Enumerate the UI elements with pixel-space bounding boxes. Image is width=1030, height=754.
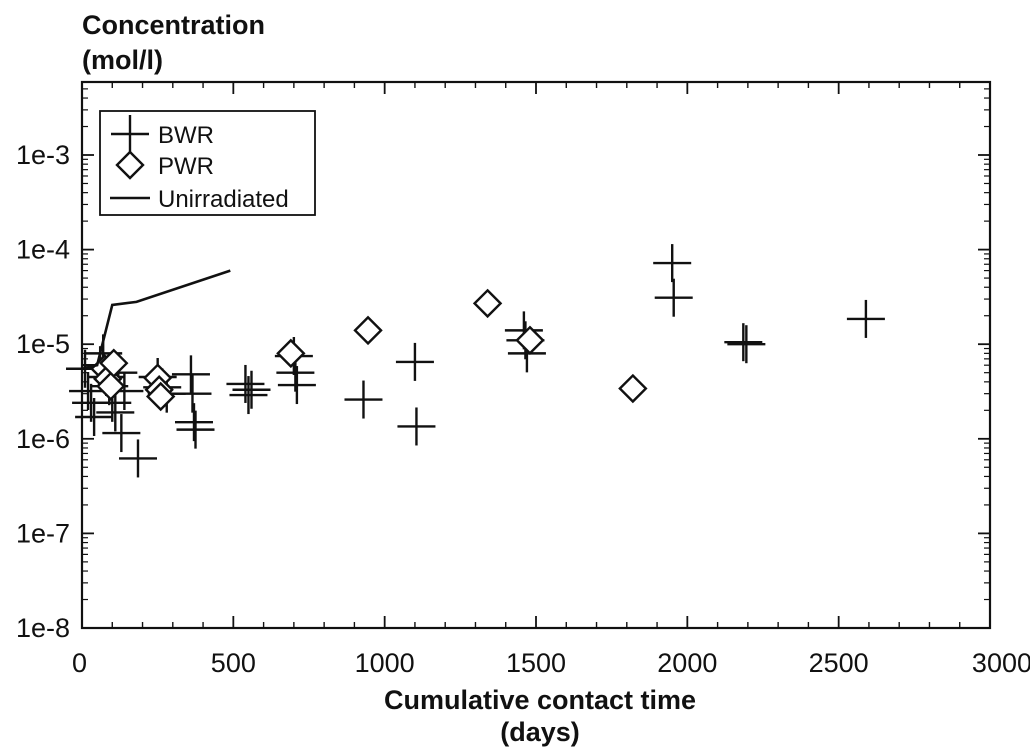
bwr-point bbox=[724, 323, 763, 362]
tick-labels: 0 500 1000 1500 2000 2500 3000 1e-8 1e-7 1e-6 1e-5… bbox=[16, 140, 1030, 678]
bwr-point bbox=[171, 355, 210, 394]
y-axis-label-line2: (mol/l) bbox=[82, 45, 163, 75]
bwr-point bbox=[229, 376, 268, 415]
bwr-point bbox=[226, 364, 265, 403]
bwr-point bbox=[344, 380, 383, 419]
bwr-point bbox=[654, 278, 693, 317]
y-tick-label: 1e-4 bbox=[16, 235, 70, 265]
y-tick-label: 1e-8 bbox=[16, 613, 70, 643]
x-tick-label: 2500 bbox=[809, 648, 869, 678]
y-tick-label: 1e-6 bbox=[16, 424, 70, 454]
bwr-point bbox=[176, 410, 215, 449]
bwr-point bbox=[846, 299, 885, 338]
pwr-point bbox=[96, 371, 126, 401]
legend-label-unirradiated: Unirradiated bbox=[158, 186, 289, 213]
x-tick-label: 1500 bbox=[506, 648, 566, 678]
x-tick-label: 500 bbox=[211, 648, 256, 678]
bwr-point bbox=[102, 414, 141, 453]
x-tick-label: 3000 bbox=[972, 648, 1030, 678]
y-tick-label: 1e-5 bbox=[16, 329, 70, 359]
legend-pwr-symbol bbox=[115, 150, 145, 180]
bwr-point bbox=[174, 403, 213, 442]
axis-ticks bbox=[81, 82, 991, 629]
pwr-point bbox=[618, 373, 648, 404]
bwr-point bbox=[277, 366, 316, 405]
bwr-point bbox=[232, 370, 271, 409]
bwr-point bbox=[395, 342, 434, 381]
x-axis-label-line1: Cumulative contact time bbox=[383, 685, 697, 715]
y-tick-label: 1e-3 bbox=[16, 140, 70, 170]
pwr-point bbox=[99, 348, 129, 378]
legend-label-bwr: BWR bbox=[158, 122, 214, 149]
legend: BWR PWR Unirradiated bbox=[99, 110, 316, 216]
unirradiated-line bbox=[81, 269, 231, 371]
x-tick-label: 2000 bbox=[657, 648, 717, 678]
legend-items: BWR PWR Unirradiated bbox=[110, 115, 289, 213]
legend-bwr-symbol bbox=[111, 115, 149, 153]
y-tick-label: 1e-7 bbox=[16, 518, 70, 548]
bwr-point bbox=[653, 244, 692, 283]
x-tick-label: 1000 bbox=[355, 648, 415, 678]
pwr-point bbox=[276, 338, 306, 369]
bwr-point bbox=[75, 397, 114, 436]
bwr-point bbox=[96, 393, 135, 432]
bwr-point bbox=[397, 407, 436, 446]
pwr-point bbox=[145, 381, 176, 412]
pwr-point bbox=[353, 315, 383, 346]
x-axis-label-line2: (days) bbox=[500, 717, 580, 747]
y-axis-label-line1: Concentration bbox=[82, 10, 266, 40]
series-unirradiated bbox=[81, 269, 231, 371]
series-pwr bbox=[90, 288, 648, 412]
series-bwr bbox=[66, 244, 885, 478]
bwr-point bbox=[173, 374, 212, 413]
pwr-point bbox=[472, 288, 503, 319]
bwr-point bbox=[727, 325, 766, 364]
bwr-point bbox=[118, 439, 157, 478]
series-layer bbox=[66, 244, 885, 478]
pwr-point bbox=[515, 325, 545, 355]
x-tick-label: 0 bbox=[72, 648, 87, 678]
legend-label-pwr: PWR bbox=[158, 153, 214, 180]
